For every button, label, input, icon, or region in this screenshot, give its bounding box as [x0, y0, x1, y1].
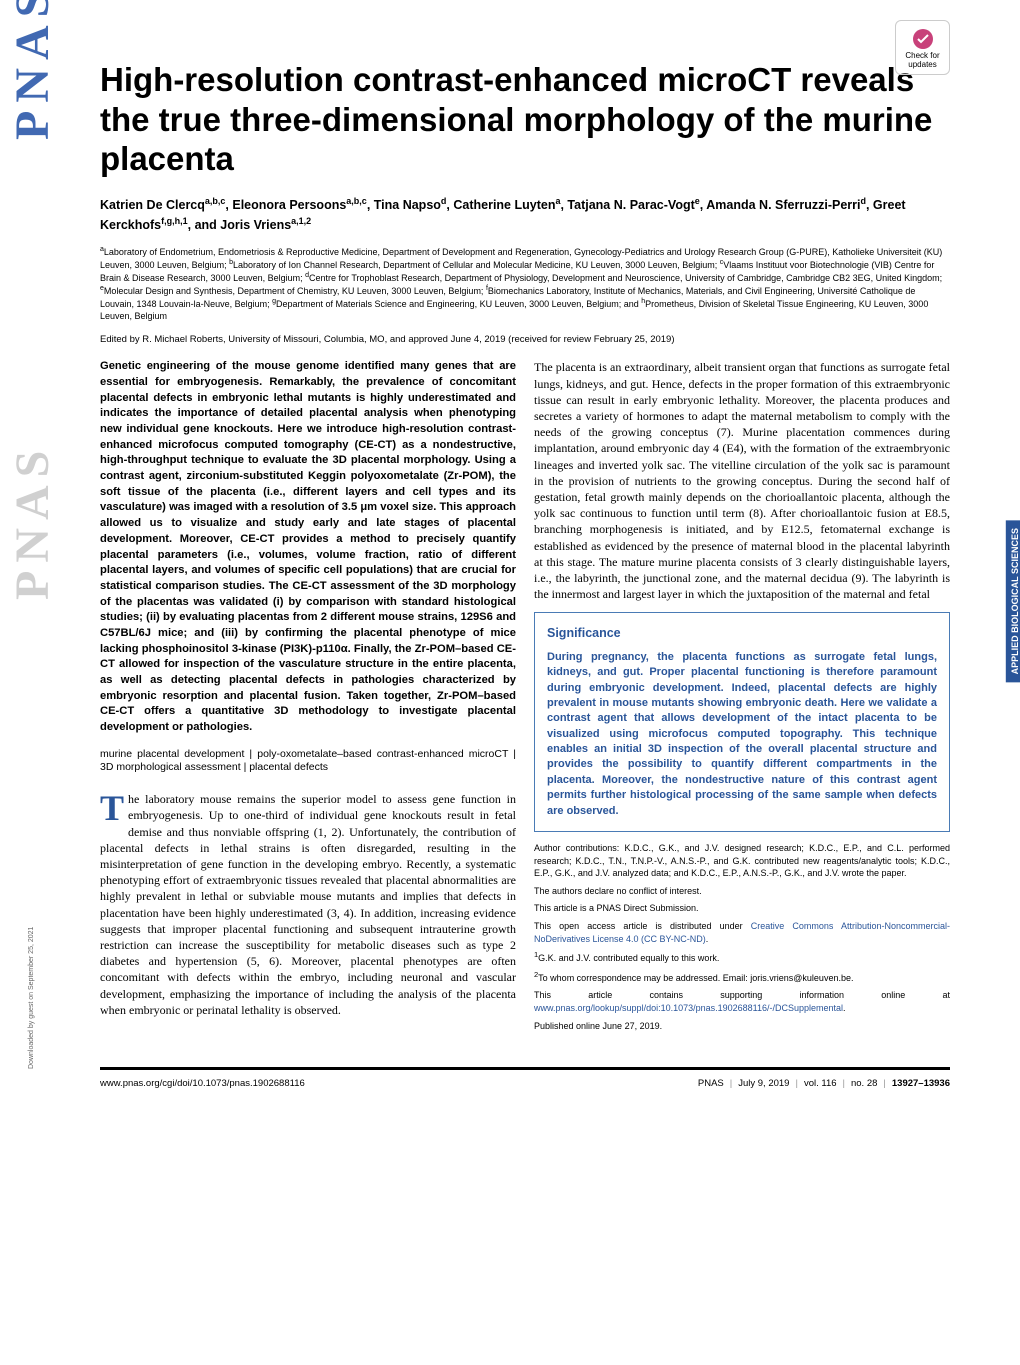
check-updates-badge[interactable]: Check for updates [895, 20, 950, 75]
publication-date: Published online June 27, 2019. [534, 1020, 950, 1033]
article-title: High-resolution contrast-enhanced microC… [100, 60, 950, 179]
footer-citation: PNAS|July 9, 2019|vol. 116|no. 28|13927–… [698, 1078, 950, 1089]
author-list: Katrien De Clercqa,b,c, Eleonora Persoon… [100, 195, 950, 235]
significance-box: Significance During pregnancy, the place… [534, 612, 950, 832]
left-column: Genetic engineering of the mouse genome … [100, 359, 516, 1037]
keywords: murine placental development | poly-oxom… [100, 748, 516, 776]
license: This open access article is distributed … [534, 920, 950, 945]
equal-contribution-note: 1G.K. and J.V. contributed equally to th… [534, 950, 950, 965]
significance-title: Significance [547, 625, 937, 642]
footnotes: Author contributions: K.D.C., G.K., and … [534, 842, 950, 1032]
abstract: Genetic engineering of the mouse genome … [100, 359, 516, 735]
page-footer: www.pnas.org/cgi/doi/10.1073/pnas.190268… [100, 1067, 950, 1089]
right-column: The placenta is an extraordinary, albeit… [534, 359, 950, 1037]
category-tab: APPLIED BIOLOGICAL SCIENCES [1006, 520, 1020, 682]
download-note: Downloaded by guest on September 25, 202… [28, 927, 35, 1069]
two-column-layout: Genetic engineering of the mouse genome … [100, 359, 950, 1037]
affiliations: aLaboratory of Endometrium, Endometriosi… [100, 245, 950, 323]
correspondence-note: 2To whom correspondence may be addressed… [534, 970, 950, 985]
page-content: Check for updates High-resolution contra… [0, 0, 1020, 1119]
footer-doi: www.pnas.org/cgi/doi/10.1073/pnas.190268… [100, 1078, 305, 1089]
intro-paragraph-2: The placenta is an extraordinary, albeit… [534, 359, 950, 602]
updates-icon [911, 27, 935, 51]
supplemental-link[interactable]: www.pnas.org/lookup/suppl/doi:10.1073/pn… [534, 1003, 843, 1013]
author-contributions: Author contributions: K.D.C., G.K., and … [534, 842, 950, 880]
intro-p1-text: he laboratory mouse remains the superior… [100, 792, 516, 1016]
edited-line: Edited by R. Michael Roberts, University… [100, 334, 950, 345]
intro-paragraph-1: The laboratory mouse remains the superio… [100, 791, 516, 1018]
supplemental-info: This article contains supporting informa… [534, 989, 950, 1014]
conflict-statement: The authors declare no conflict of inter… [534, 885, 950, 898]
updates-label: Check for updates [896, 51, 949, 69]
significance-text: During pregnancy, the placenta functions… [547, 650, 937, 819]
direct-submission: This article is a PNAS Direct Submission… [534, 902, 950, 915]
dropcap: T [100, 793, 124, 824]
